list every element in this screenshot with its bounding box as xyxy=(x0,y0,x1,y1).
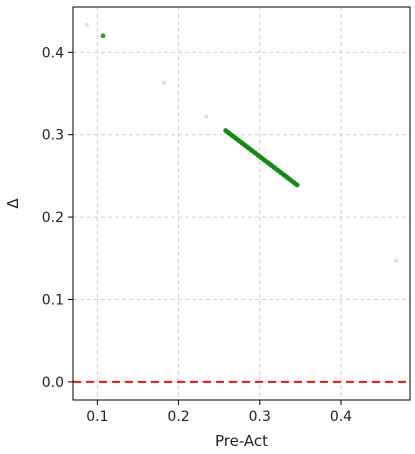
x-tick-label: 0.4 xyxy=(330,409,352,425)
y-tick-label: 0.1 xyxy=(42,292,64,308)
y-tick-label: 0.4 xyxy=(42,45,64,61)
green-data-point xyxy=(100,33,106,39)
grid xyxy=(73,7,410,400)
grey-data-point xyxy=(84,23,89,28)
grey-data-point xyxy=(161,80,166,85)
points-layer xyxy=(84,23,399,263)
grey-data-point xyxy=(394,258,399,263)
y-tick-label: 0.0 xyxy=(42,375,64,391)
x-axis-title: Pre-Act xyxy=(215,432,268,450)
x-tick-label: 0.2 xyxy=(167,409,189,425)
y-axis-title: Δ xyxy=(4,198,22,209)
x-tick-label: 0.1 xyxy=(86,409,108,425)
grey-data-point xyxy=(204,114,209,119)
green-point-cluster xyxy=(291,180,300,188)
y-tick-label: 0.2 xyxy=(42,210,64,226)
x-tick-label: 0.3 xyxy=(249,409,271,425)
y-tick-label: 0.3 xyxy=(42,128,64,144)
ticks-layer: 0.1 0.2 0.3 0.4 0.0 0.1 0.2 0.3 0.4 xyxy=(42,45,352,425)
plot-frame xyxy=(72,6,411,401)
